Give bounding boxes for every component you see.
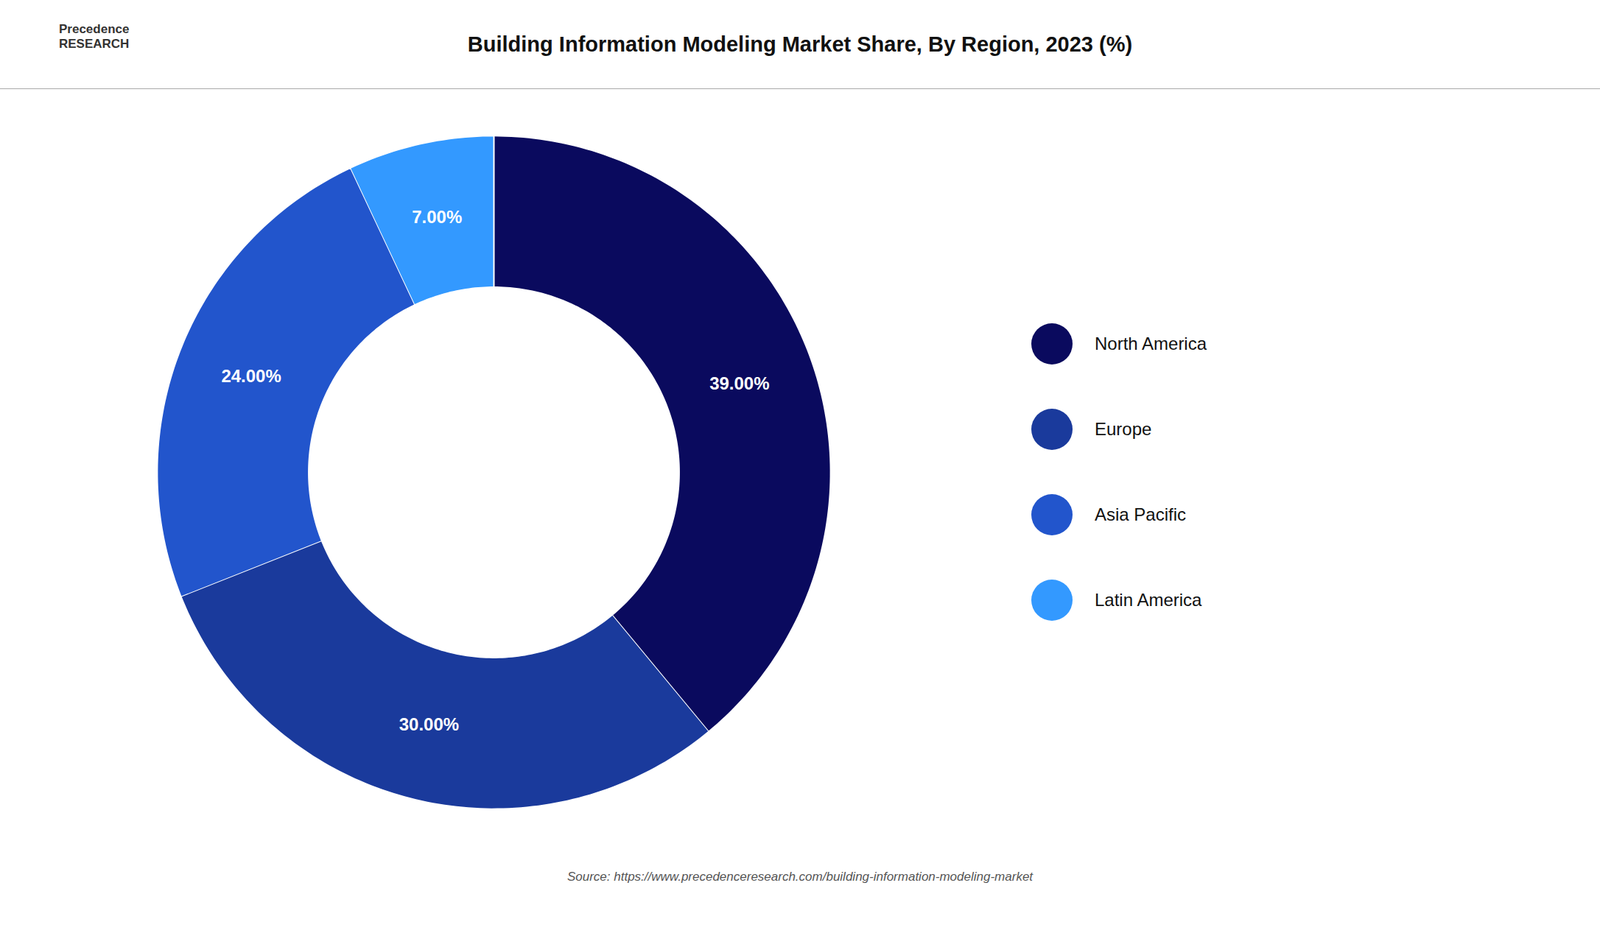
svg-text:24.00%: 24.00% (220, 366, 281, 387)
html-text:North America: North America (1094, 333, 1207, 354)
svg-text:30.00%: 30.00% (399, 714, 459, 735)
html-text:Source: https://www.precedence: Source: https://www.precedenceresearch.c… (567, 869, 1033, 884)
html-text:Latin America: Latin America (1094, 590, 1202, 610)
svg-text:39.00%: 39.00% (709, 373, 770, 394)
html-text:Building Information Modeling: Building Information Modeling Market Sha… (467, 32, 1133, 56)
html-text:Asia Pacific: Asia Pacific (1094, 504, 1187, 525)
html-text:Europe: Europe (1094, 419, 1152, 440)
html-text:Precedence RESEARCH: Precedence RESEARCH (58, 22, 130, 52)
svg-text:7.00%: 7.00% (411, 206, 462, 227)
